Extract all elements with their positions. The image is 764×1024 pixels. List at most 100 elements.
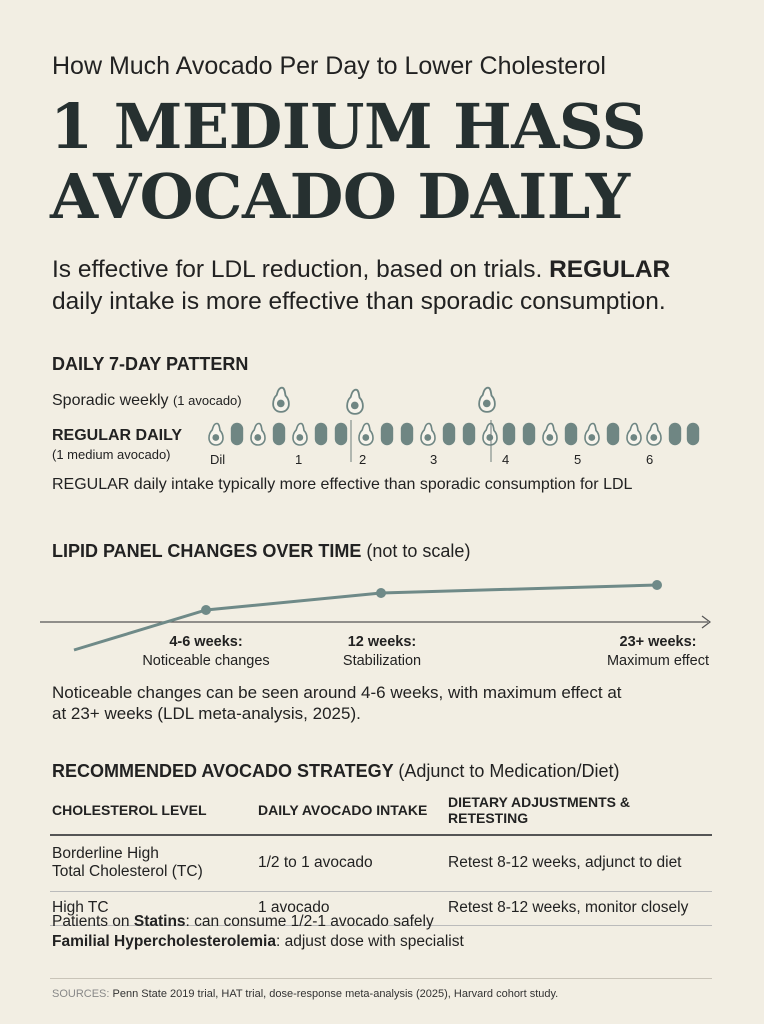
patients-line-1: Patients on Statins: can consume 1/2-1 a…: [52, 912, 464, 932]
milestone-1: 4-6 weeks: Noticeable changes: [126, 634, 286, 669]
avocado-whole-icon: [686, 422, 700, 446]
day-label: 3: [430, 452, 438, 467]
intake-cell: 1/2 to 1 avocado: [256, 835, 446, 892]
avocado-half-icon: [584, 422, 600, 446]
avocado-whole-icon: [314, 422, 328, 446]
level-line-1: Borderline High: [52, 845, 159, 863]
lipid-trend-line: [73, 583, 658, 652]
avocado-whole-icon: [272, 422, 286, 446]
avocado-pattern-graphic: [208, 386, 700, 462]
day-label: 4: [502, 452, 510, 467]
adjust-cell: Retest 8-12 weeks, adjunct to diet: [446, 835, 712, 892]
patients-line-2-post: : adjust dose with specialist: [275, 933, 464, 950]
sources-label: SOURCES:: [52, 988, 110, 1000]
milestone-sub: Maximum effect: [606, 653, 710, 669]
headline-line-2: AVOCADO DAILY: [50, 160, 630, 233]
avocado-half-icon: [292, 422, 308, 446]
lipid-title: LIPID PANEL CHANGES OVER TIME (not to sc…: [52, 541, 470, 562]
patients-line-2-bold: Familial Hypercholesterolemia: [52, 933, 276, 950]
milestone-3: 23+ weeks: Maximum effect: [578, 634, 738, 669]
lipid-note-line-1: Noticeable changes can be seen around 4-…: [52, 683, 622, 702]
column-header: CHOLESTEROL LEVEL: [50, 790, 256, 836]
milestone-marker: [376, 588, 386, 598]
strategy-title-text: RECOMMENDED AVOCADO STRATEGY: [52, 761, 394, 781]
avocado-half-icon: [208, 422, 224, 446]
avocado-half-icon: [358, 422, 374, 446]
milestone-sub: Stabilization: [342, 653, 422, 669]
avocado-half-icon: [272, 386, 290, 413]
lede-line-1-text: Is effective for LDL reduction, based on…: [52, 256, 550, 283]
avocado-whole-icon: [462, 422, 476, 446]
milestone-2: 12 weeks: Stabilization: [302, 634, 462, 669]
avocado-whole-icon: [522, 422, 536, 446]
avocado-half-icon: [250, 422, 266, 446]
footer-divider: [50, 978, 712, 979]
avocado-whole-icon: [442, 422, 456, 446]
day-labels: Dil 1 2 3 4 5 6: [210, 452, 710, 470]
day-separators: [350, 420, 492, 462]
day-label: 5: [574, 452, 582, 467]
lipid-title-note: (not to scale): [366, 541, 471, 561]
level-line-2: Total Cholesterol (TC): [52, 863, 203, 881]
adjust-cell: Retest 8-12 weeks, monitor closely: [446, 891, 712, 926]
patients-line-1-post: : can consume 1/2-1 avocado safely: [185, 913, 434, 930]
level-cell: Borderline High Total Cholesterol (TC): [50, 835, 256, 892]
axis-arrow-icon: [701, 615, 711, 629]
strategy-table: CHOLESTEROL LEVEL DAILY AVOCADO INTAKE D…: [50, 790, 712, 926]
avocado-whole-icon: [400, 422, 414, 446]
pattern-title: DAILY 7-DAY PATTERN: [52, 354, 249, 374]
milestone-title: 4-6 weeks:: [169, 634, 243, 650]
avocado-half-icon: [482, 422, 498, 446]
sporadic-avocados: [272, 386, 496, 415]
lede: Is effective for LDL reduction, based on…: [52, 254, 670, 318]
milestone-sub: Noticeable changes: [142, 653, 270, 669]
strategy-title-note: (Adjunct to Medication/Diet): [398, 761, 620, 781]
column-header: DAILY AVOCADO INTAKE: [256, 790, 446, 836]
milestone-marker: [652, 580, 662, 590]
lipid-note: Noticeable changes can be seen around 4-…: [52, 682, 622, 724]
avocado-whole-icon: [230, 422, 244, 446]
avocado-whole-icon: [668, 422, 682, 446]
sporadic-label-sub: (1 avocado): [172, 393, 242, 408]
avocado-half-icon: [420, 422, 436, 446]
sources-text: Penn State 2019 trial, HAT trial, dose-r…: [109, 988, 559, 1000]
lipid-note-line-2: at 23+ weeks (LDL meta-analysis, 2025).: [52, 704, 361, 723]
headline: 1 MEDIUM HASS AVOCADO DAILY: [50, 92, 750, 232]
sources: SOURCES: Penn State 2019 trial, HAT tria…: [52, 988, 558, 1000]
table-row: High TC 1 avocado Retest 8-12 weeks, mon…: [50, 891, 712, 926]
lede-line-1: Is effective for LDL reduction, based on…: [52, 254, 670, 286]
lipid-timeline-graphic: [40, 580, 711, 652]
avocado-half-icon: [478, 386, 496, 413]
intake-cell: 1 avocado: [256, 891, 446, 926]
milestone-title: 23+ weeks:: [619, 634, 697, 650]
avocado-half-icon: [626, 422, 642, 446]
regular-label: REGULAR DAILY: [52, 427, 183, 444]
lede-line-2: daily intake is more effective than spor…: [52, 288, 666, 315]
column-header: DIETARY ADJUSTMENTS & RETESTING: [446, 790, 712, 836]
day-label: Dil: [210, 452, 226, 467]
avocado-half-icon: [542, 422, 558, 446]
patients-line-1-pre: Patients on: [52, 913, 134, 930]
level-line-1: High TC: [52, 899, 109, 916]
level-cell: High TC: [50, 891, 256, 926]
sporadic-label: Sporadic weekly (1 avocado): [52, 392, 242, 410]
avocado-whole-icon: [502, 422, 516, 446]
avocado-half-icon: [346, 388, 364, 415]
strategy-title: RECOMMENDED AVOCADO STRATEGY (Adjunct to…: [52, 761, 619, 782]
headline-line-1: 1 MEDIUM HASS: [50, 90, 647, 163]
day-label: 1: [295, 452, 303, 467]
patients-line-2: Familial Hypercholesterolemia: adjust do…: [52, 932, 464, 952]
table-header-row: CHOLESTEROL LEVEL DAILY AVOCADO INTAKE D…: [50, 790, 712, 836]
avocado-whole-icon: [380, 422, 394, 446]
patients-note: Patients on Statins: can consume 1/2-1 a…: [52, 912, 464, 952]
pattern-note: REGULAR daily intake typically more effe…: [52, 476, 633, 493]
avocado-half-icon: [646, 422, 662, 446]
avocado-whole-icon: [334, 422, 348, 446]
table-row: Borderline High Total Cholesterol (TC) 1…: [50, 835, 712, 892]
kicker-title: How Much Avocado Per Day to Lower Choles…: [52, 52, 606, 80]
milestone-marker: [201, 605, 211, 615]
regular-sub-label: (1 medium avocado): [52, 447, 171, 462]
lede-line-1-bold: REGULAR: [549, 256, 671, 283]
avocado-whole-icon: [606, 422, 620, 446]
lipid-title-text: LIPID PANEL CHANGES OVER TIME: [52, 541, 362, 561]
